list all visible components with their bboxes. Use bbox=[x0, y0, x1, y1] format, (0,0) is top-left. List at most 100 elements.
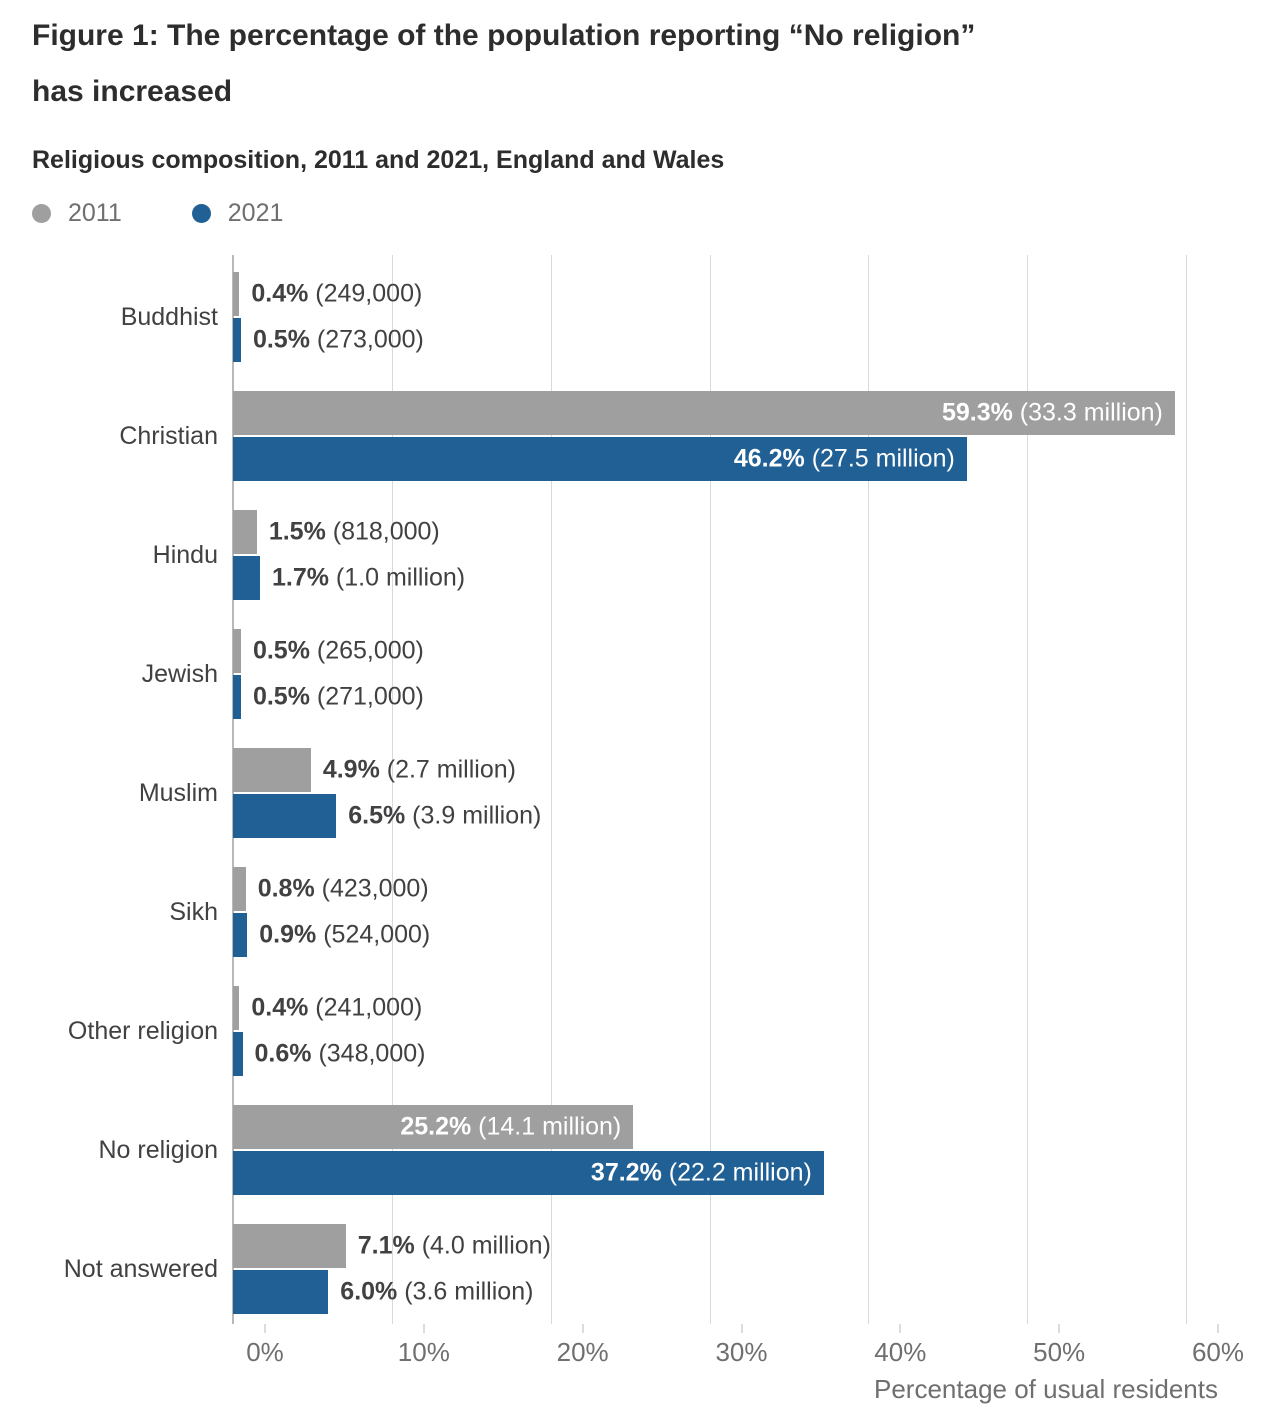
bar-2021-hindu[interactable] bbox=[233, 556, 260, 600]
bar-row-2021-other-religion: 0.6% (348,000) bbox=[233, 1032, 1186, 1076]
category-label-sikh: Sikh bbox=[169, 897, 218, 926]
category-label-christian: Christian bbox=[119, 421, 218, 450]
x-tick-mark bbox=[423, 1324, 425, 1333]
bar-value-label-2011-no-religion: 25.2% (14.1 million) bbox=[400, 1112, 622, 1141]
bar-row-2011-other-religion: 0.4% (241,000) bbox=[233, 986, 1186, 1030]
bar-group-no-religion: 25.2% (14.1 million) 37.2% (22.2 million) bbox=[233, 1105, 1186, 1195]
bar-row-2021-no-religion: 37.2% (22.2 million) bbox=[233, 1151, 1186, 1195]
bar-group-other-religion: 0.4% (241,000) 0.6% (348,000) bbox=[233, 986, 1186, 1076]
bar-2011-christian[interactable] bbox=[233, 391, 1175, 435]
bar-value-label-2011-muslim: 4.9% (2.7 million) bbox=[322, 755, 516, 784]
x-tick-mark bbox=[1217, 1324, 1219, 1333]
category-label-muslim: Muslim bbox=[138, 778, 218, 807]
x-tick-label: 20% bbox=[556, 1337, 609, 1367]
bar-value-label-2011-hindu: 1.5% (818,000) bbox=[268, 517, 440, 546]
gridline bbox=[709, 255, 711, 1324]
x-tick-mark bbox=[1058, 1324, 1060, 1333]
category-label-no-religion: No religion bbox=[98, 1135, 218, 1164]
bar-value-label-2021-christian: 46.2% (27.5 million) bbox=[733, 444, 955, 473]
category-labels: Buddhist Christian Hindu Jewish Muslim Sikh Ot… bbox=[32, 255, 233, 1324]
figure-title: Figure 1: The percentage of the populati… bbox=[32, 8, 1274, 120]
x-axis-title: Percentage of usual residents bbox=[874, 1374, 1218, 1404]
bar-row-2011-muslim: 4.9% (2.7 million) bbox=[233, 748, 1186, 792]
legend-label-2021: 2021 bbox=[227, 198, 284, 227]
bar-value-label-2011-not-answered: 7.1% (4.0 million) bbox=[357, 1231, 551, 1260]
bar-2021-sikh[interactable] bbox=[233, 913, 248, 957]
bar-row-2021-christian: 46.2% (27.5 million) bbox=[233, 437, 1186, 481]
bar-2011-buddhist[interactable] bbox=[233, 272, 240, 316]
x-tick-label: 0% bbox=[246, 1337, 284, 1367]
bar-2011-jewish[interactable] bbox=[233, 629, 241, 673]
bar-group-jewish: 0.5% (265,000) 0.5% (271,000) bbox=[233, 629, 1186, 719]
bar-2021-no-religion[interactable] bbox=[233, 1151, 824, 1195]
bar-2021-not-answered[interactable] bbox=[233, 1270, 329, 1314]
bar-2011-hindu[interactable] bbox=[233, 510, 257, 554]
chart-legend: 2011 2021 bbox=[32, 199, 1274, 227]
bar-value-label-2011-christian: 59.3% (33.3 million) bbox=[941, 398, 1163, 427]
gridline bbox=[1186, 255, 1187, 1324]
bar-2021-christian[interactable] bbox=[233, 437, 967, 481]
gridline bbox=[391, 255, 393, 1324]
bar-2011-sikh[interactable] bbox=[233, 867, 246, 911]
bar-chart: Buddhist Christian Hindu Jewish Muslim Sikh Ot… bbox=[32, 255, 1274, 1324]
bar-2011-other-religion[interactable] bbox=[233, 986, 240, 1030]
figure-title-line1: Figure 1: The percentage of the populati… bbox=[32, 19, 976, 52]
bar-row-2021-not-answered: 6.0% (3.6 million) bbox=[233, 1270, 1186, 1314]
plot-rows: 0.4% (249,000) 0.5% (273,000) 59.3% (33.3 … bbox=[233, 255, 1186, 1324]
bar-group-buddhist: 0.4% (249,000) 0.5% (273,000) bbox=[233, 272, 1186, 362]
x-tick-mark bbox=[899, 1324, 901, 1333]
gridline bbox=[868, 255, 870, 1324]
bar-row-2011-jewish: 0.5% (265,000) bbox=[233, 629, 1186, 673]
bar-value-label-2011-sikh: 0.8% (423,000) bbox=[257, 874, 429, 903]
bar-group-sikh: 0.8% (423,000) 0.9% (524,000) bbox=[233, 867, 1186, 957]
chart-subtitle: Religious composition, 2011 and 2021, En… bbox=[32, 146, 725, 174]
x-tick-label: 60% bbox=[1191, 1337, 1245, 1367]
category-label-hindu: Hindu bbox=[152, 540, 218, 569]
legend-item-2021: 2021 bbox=[191, 198, 284, 228]
x-tick-mark bbox=[741, 1324, 742, 1333]
x-axis: 0% 10% 20% 30% 40% 50% 60% bbox=[246, 1324, 1244, 1372]
bar-2021-other-religion[interactable] bbox=[233, 1032, 243, 1076]
bar-value-label-2011-jewish: 0.5% (265,000) bbox=[252, 636, 424, 665]
category-label-other-religion: Other religion bbox=[67, 1016, 218, 1045]
bar-2011-not-answered[interactable] bbox=[233, 1224, 346, 1268]
plot-area: 0.4% (249,000) 0.5% (273,000) 59.3% (33.3 … bbox=[232, 255, 1187, 1324]
bar-2021-jewish[interactable] bbox=[233, 675, 241, 719]
x-tick-mark bbox=[264, 1324, 266, 1333]
bar-value-label-2021-muslim: 6.5% (3.9 million) bbox=[348, 801, 542, 830]
bar-row-2011-no-religion: 25.2% (14.1 million) bbox=[233, 1105, 1186, 1149]
x-tick-label: 30% bbox=[715, 1337, 768, 1367]
bar-row-2011-not-answered: 7.1% (4.0 million) bbox=[233, 1224, 1186, 1268]
category-label-jewish: Jewish bbox=[141, 659, 218, 688]
x-tick-mark bbox=[582, 1324, 584, 1333]
bar-group-hindu: 1.5% (818,000) 1.7% (1.0 million) bbox=[233, 510, 1186, 600]
bar-row-2011-hindu: 1.5% (818,000) bbox=[233, 510, 1186, 554]
bar-row-2021-sikh: 0.9% (524,000) bbox=[233, 913, 1186, 957]
gridline bbox=[1027, 255, 1029, 1324]
bar-2011-muslim[interactable] bbox=[233, 748, 311, 792]
x-tick-label: 10% bbox=[397, 1337, 450, 1367]
legend-item-2011: 2011 bbox=[32, 199, 122, 228]
bar-group-christian: 59.3% (33.3 million) 46.2% (27.5 million) bbox=[233, 391, 1186, 481]
bar-row-2011-sikh: 0.8% (423,000) bbox=[233, 867, 1186, 911]
bar-value-label-2021-other-religion: 0.6% (348,000) bbox=[254, 1039, 426, 1068]
bar-value-label-2021-jewish: 0.5% (271,000) bbox=[252, 682, 424, 711]
bar-2011-no-religion[interactable] bbox=[233, 1105, 634, 1149]
bar-row-2011-buddhist: 0.4% (249,000) bbox=[233, 272, 1186, 316]
figure-title-line2: has increased bbox=[32, 75, 233, 108]
category-label-buddhist: Buddhist bbox=[120, 302, 218, 331]
bar-value-label-2021-sikh: 0.9% (524,000) bbox=[259, 920, 431, 949]
bar-row-2021-hindu: 1.7% (1.0 million) bbox=[233, 556, 1186, 600]
bar-group-not-answered: 7.1% (4.0 million) 6.0% (3.6 million) bbox=[233, 1224, 1186, 1314]
bar-2021-buddhist[interactable] bbox=[233, 318, 241, 362]
x-tick-label: 50% bbox=[1033, 1337, 1086, 1367]
bar-row-2021-jewish: 0.5% (271,000) bbox=[233, 675, 1186, 719]
gridline bbox=[550, 255, 552, 1324]
bar-row-2011-christian: 59.3% (33.3 million) bbox=[233, 391, 1186, 435]
bar-value-label-2021-no-religion: 37.2% (22.2 million) bbox=[590, 1158, 812, 1187]
bar-value-label-2011-other-religion: 0.4% (241,000) bbox=[251, 993, 423, 1022]
bar-2021-muslim[interactable] bbox=[233, 794, 337, 838]
legend-swatch-2011-icon bbox=[32, 203, 51, 223]
legend-label-2011: 2011 bbox=[68, 198, 122, 227]
